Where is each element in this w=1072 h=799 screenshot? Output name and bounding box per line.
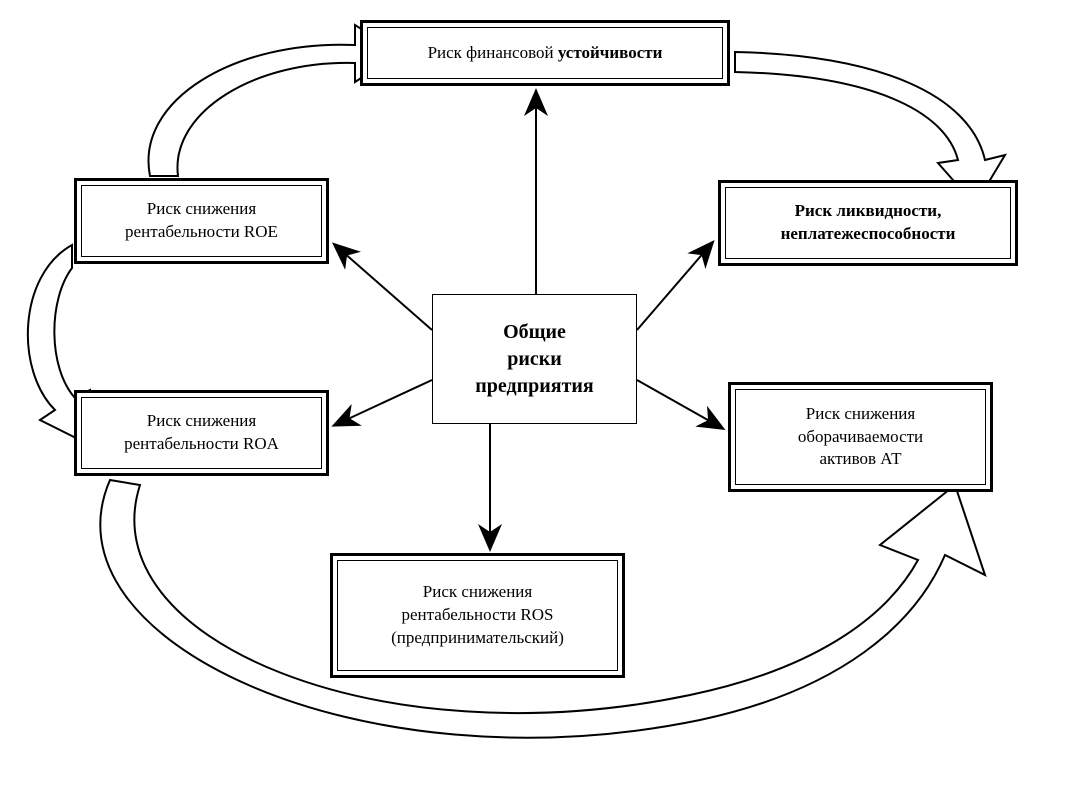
node-at: Риск снижения оборачиваемости активов АТ: [728, 382, 993, 492]
arrow-center-to-liq: [637, 243, 712, 330]
arrow-center-to-at: [637, 380, 722, 428]
node-ros-l1: Риск снижения: [423, 582, 532, 601]
node-top-prefix: Риск финансовой: [428, 43, 558, 62]
node-liq-l2: неплатежеспособности: [781, 224, 956, 243]
center-l2: риски: [507, 348, 562, 370]
node-liquidity: Риск ликвидности, неплатежеспособности: [718, 180, 1018, 266]
node-roe-l2: рентабельности ROE: [125, 222, 278, 241]
node-center: Общие риски предприятия: [432, 294, 637, 424]
node-at-l3: активов АТ: [820, 449, 902, 468]
node-roa-l2: рентабельности ROA: [124, 434, 279, 453]
center-l1: Общие: [503, 321, 566, 343]
arrow-center-to-roa: [335, 380, 432, 425]
node-ros-l2: рентабельности ROS: [402, 605, 554, 624]
node-at-l2: оборачиваемости: [798, 427, 923, 446]
node-roa: Риск снижения рентабельности ROA: [74, 390, 329, 476]
node-liq-l1: Риск ликвидности,: [795, 201, 942, 220]
node-top-bold: устойчивости: [558, 43, 663, 62]
node-ros-l3: (предпринимательский): [391, 628, 564, 647]
node-financial-stability: Риск финансовой устойчивости: [360, 20, 730, 86]
node-roe: Риск снижения рентабельности ROE: [74, 178, 329, 264]
node-ros: Риск снижения рентабельности ROS (предпр…: [330, 553, 625, 678]
node-at-l1: Риск снижения: [806, 404, 915, 423]
center-l3: предприятия: [475, 375, 594, 397]
node-roa-l1: Риск снижения: [147, 411, 256, 430]
arrow-center-to-roe: [335, 245, 432, 330]
node-roe-l1: Риск снижения: [147, 199, 256, 218]
